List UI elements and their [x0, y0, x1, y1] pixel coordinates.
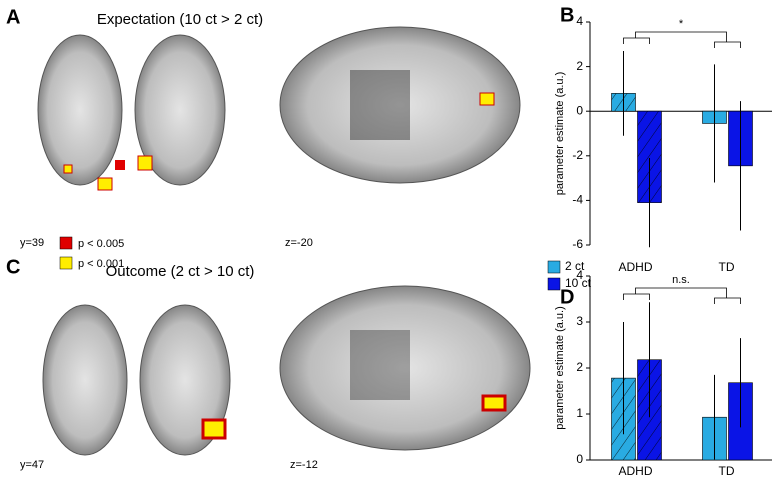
- legend-label: 2 ct: [565, 259, 585, 273]
- x-tick-label: TD: [719, 464, 735, 478]
- bracket: [635, 287, 727, 298]
- slice-coord: z=-20: [285, 237, 313, 249]
- panel-title: Expectation (10 ct > 2 ct): [97, 11, 263, 28]
- y-tick-label: 0: [576, 103, 583, 117]
- legend-label: p < 0.005: [78, 238, 124, 250]
- y-tick-label: -4: [572, 193, 583, 207]
- x-tick-label: ADHD: [618, 260, 652, 274]
- brain-axial-c: [279, 285, 531, 451]
- slice-coord: y=39: [20, 237, 44, 249]
- brain-coronal-a: [37, 34, 226, 191]
- brain-coronal-c: [42, 304, 231, 456]
- y-tick-label: 2: [576, 360, 583, 374]
- y-tick-label: -2: [572, 148, 583, 162]
- y-tick-label: -6: [572, 237, 583, 251]
- y-tick-label: 1: [576, 406, 583, 420]
- y-axis-label: parameter estimate (a.u.): [554, 72, 566, 196]
- legend-swatch: [59, 256, 73, 270]
- slice-coord: z=-12: [290, 459, 318, 471]
- bracket: [635, 31, 727, 42]
- slice-coord: y=47: [20, 459, 44, 471]
- x-tick-label: ADHD: [618, 464, 652, 478]
- bracket: [623, 293, 650, 300]
- y-tick-label: 4: [576, 14, 583, 28]
- panel-label: D: [560, 286, 574, 308]
- bracket: [623, 37, 650, 44]
- legend-swatch: [547, 260, 561, 274]
- bracket: [714, 297, 741, 304]
- significance: n.s.: [672, 274, 690, 286]
- panel-label: B: [560, 4, 574, 26]
- panel-title: Outcome (2 ct > 10 ct): [106, 263, 255, 280]
- x-tick-label: TD: [719, 260, 735, 274]
- y-tick-label: 0: [576, 452, 583, 466]
- panel-label: A: [6, 6, 20, 28]
- brain-axial-a: [279, 26, 521, 184]
- legend-swatch: [547, 277, 561, 291]
- legend-label: p < 0.001: [78, 258, 124, 270]
- panel-label: C: [6, 256, 20, 278]
- y-tick-label: 4: [576, 268, 583, 282]
- y-axis-label: parameter estimate (a.u.): [554, 306, 566, 430]
- y-tick-label: 2: [576, 59, 583, 73]
- bracket: [714, 41, 741, 48]
- y-tick-label: 3: [576, 314, 583, 328]
- legend-swatch: [59, 236, 73, 250]
- legend-label: 10 ct: [565, 276, 592, 290]
- significance: *: [679, 18, 684, 30]
